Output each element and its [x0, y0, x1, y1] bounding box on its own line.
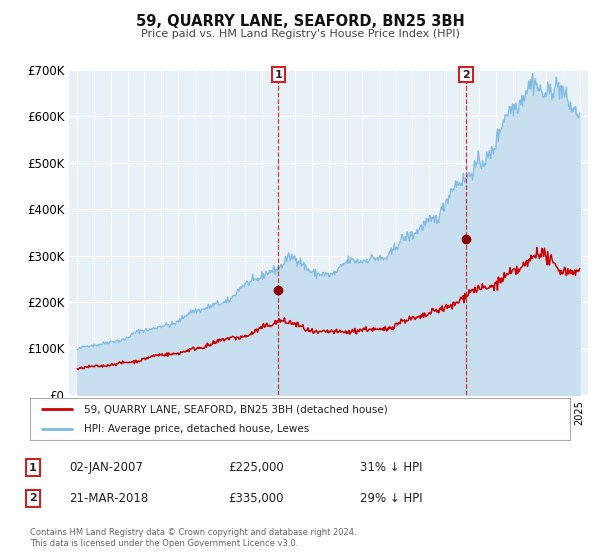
- Text: £335,000: £335,000: [228, 492, 284, 505]
- Text: 1: 1: [275, 69, 283, 80]
- Text: 1: 1: [29, 463, 37, 473]
- Text: Contains HM Land Registry data © Crown copyright and database right 2024.
This d: Contains HM Land Registry data © Crown c…: [30, 528, 356, 548]
- Text: 2: 2: [29, 493, 37, 503]
- Text: HPI: Average price, detached house, Lewes: HPI: Average price, detached house, Lewe…: [84, 424, 309, 433]
- Text: 02-JAN-2007: 02-JAN-2007: [69, 461, 143, 474]
- Text: 2: 2: [462, 69, 470, 80]
- Text: Price paid vs. HM Land Registry's House Price Index (HPI): Price paid vs. HM Land Registry's House …: [140, 29, 460, 39]
- Text: 59, QUARRY LANE, SEAFORD, BN25 3BH: 59, QUARRY LANE, SEAFORD, BN25 3BH: [136, 14, 464, 29]
- Text: £225,000: £225,000: [228, 461, 284, 474]
- Text: 59, QUARRY LANE, SEAFORD, BN25 3BH (detached house): 59, QUARRY LANE, SEAFORD, BN25 3BH (deta…: [84, 404, 388, 414]
- Text: 21-MAR-2018: 21-MAR-2018: [69, 492, 148, 505]
- Text: 29% ↓ HPI: 29% ↓ HPI: [360, 492, 422, 505]
- Text: 31% ↓ HPI: 31% ↓ HPI: [360, 461, 422, 474]
